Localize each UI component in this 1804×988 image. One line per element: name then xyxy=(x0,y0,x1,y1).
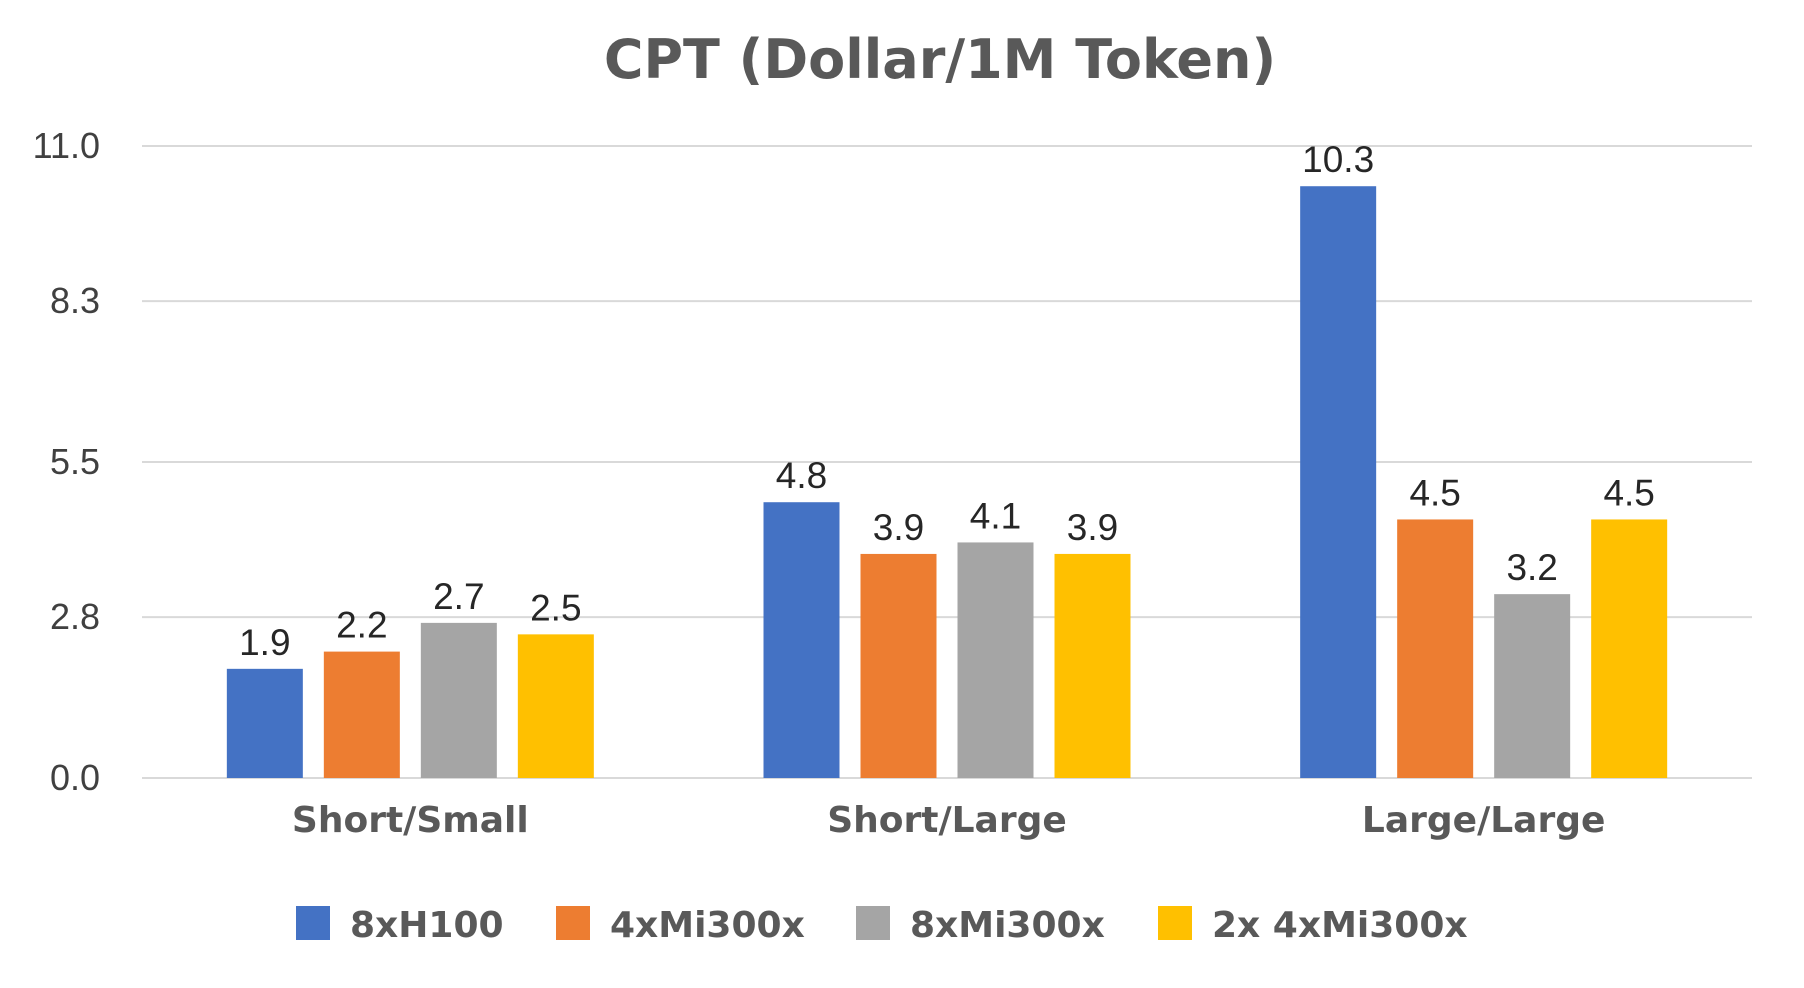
x-axis-labels: Short/Small Short/Large Large/Large xyxy=(292,800,1605,841)
bar-2x-4xmi300x-short-small xyxy=(517,634,594,778)
legend: 8xH100 4xMi300x 8xMi300x 2x 4xMi300x xyxy=(296,905,1468,946)
legend-swatch xyxy=(856,906,890,940)
data-label: 4.8 xyxy=(776,455,827,496)
data-label: 1.9 xyxy=(239,622,290,663)
bar-2x-4xmi300x-short-large xyxy=(1054,553,1131,778)
gridlines xyxy=(142,145,1752,779)
x-tick-label: Large/Large xyxy=(1362,800,1606,841)
data-labels: 1.9 2.2 2.7 2.5 4.8 3.9 4.1 3.9 10.3 4.5 3.2 4.5 xyxy=(239,139,1655,663)
data-label: 4.1 xyxy=(970,495,1021,536)
legend-label: 4xMi300x xyxy=(610,905,805,946)
y-tick-label: 0.0 xyxy=(50,757,100,798)
y-tick-label: 11.0 xyxy=(33,125,100,166)
bar-8xh100-large-large xyxy=(1300,186,1377,778)
legend-label: 8xH100 xyxy=(350,905,504,946)
bar-4xmi300x-large-large xyxy=(1397,519,1474,778)
bar-8xh100-short-large xyxy=(763,502,840,778)
data-label: 4.5 xyxy=(1409,472,1460,513)
bar-2x-4xmi300x-large-large xyxy=(1591,519,1668,778)
bar-8xmi300x-short-large xyxy=(957,542,1034,778)
data-label: 2.5 xyxy=(530,587,581,628)
x-tick-label: Short/Large xyxy=(827,800,1067,841)
data-label: 2.2 xyxy=(336,605,387,646)
data-label: 3.9 xyxy=(1067,507,1118,548)
x-tick-label: Short/Small xyxy=(292,800,529,841)
data-label: 3.2 xyxy=(1506,547,1557,588)
y-axis-ticks: 0.0 2.8 5.5 8.3 11.0 xyxy=(33,125,100,798)
legend-label: 8xMi300x xyxy=(910,905,1105,946)
legend-swatch xyxy=(556,906,590,940)
y-tick-label: 8.3 xyxy=(50,280,100,321)
bars xyxy=(226,186,1668,778)
bar-8xmi300x-large-large xyxy=(1494,594,1571,778)
bar-8xmi300x-short-small xyxy=(420,622,497,778)
data-label: 10.3 xyxy=(1302,139,1374,180)
y-tick-label: 5.5 xyxy=(50,441,100,482)
legend-swatch xyxy=(1158,906,1192,940)
bar-8xh100-short-small xyxy=(226,668,303,778)
data-label: 2.7 xyxy=(433,576,484,617)
legend-label: 2x 4xMi300x xyxy=(1212,905,1468,946)
legend-swatch xyxy=(296,906,330,940)
chart-title: CPT (Dollar/1M Token) xyxy=(604,28,1276,91)
data-label: 4.5 xyxy=(1603,472,1654,513)
bar-4xmi300x-short-large xyxy=(860,553,937,778)
bar-4xmi300x-short-small xyxy=(323,651,400,778)
y-tick-label: 2.8 xyxy=(50,596,100,637)
data-label: 3.9 xyxy=(873,507,924,548)
